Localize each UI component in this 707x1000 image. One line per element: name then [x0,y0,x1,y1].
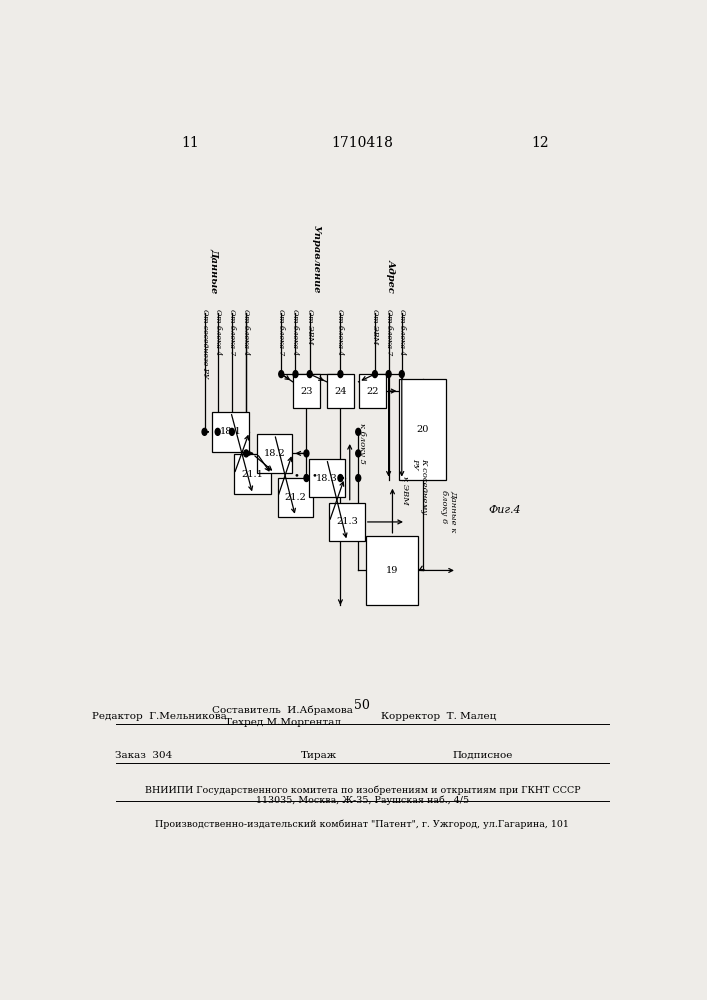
Text: Данные: Данные [210,248,219,293]
Text: 23: 23 [300,387,312,396]
Text: К соседнему
РУ: К соседнему РУ [411,458,428,514]
Text: 24: 24 [334,387,346,396]
Bar [293,374,320,408]
Bar [329,503,365,541]
Bar [309,459,344,497]
Circle shape [399,371,404,378]
Circle shape [338,475,343,482]
Text: Адрес: Адрес [387,259,396,293]
Text: 21.3: 21.3 [336,517,358,526]
Circle shape [244,450,249,457]
Text: 113035, Москва, Ж-35, Раушская наб., 4/5: 113035, Москва, Ж-35, Раушская наб., 4/5 [256,795,469,805]
Text: 22: 22 [366,387,378,396]
Circle shape [386,371,391,378]
Text: • • •: • • • [293,472,317,481]
Text: От блока 7: От блока 7 [385,309,392,355]
Text: Подписное: Подписное [452,751,513,760]
Bar [358,374,386,408]
Circle shape [304,475,309,482]
Circle shape [373,371,378,378]
Circle shape [304,450,309,457]
Circle shape [356,475,361,482]
Text: Тираж: Тираж [300,751,337,760]
Circle shape [215,428,220,435]
Circle shape [279,371,284,378]
Bar [399,379,446,480]
Text: Управление: Управление [311,225,320,293]
Text: 11: 11 [181,136,199,150]
Circle shape [356,450,361,457]
Bar [257,434,293,473]
Text: От блока 4: От блока 4 [337,309,344,355]
Text: 1710418: 1710418 [332,136,393,150]
Circle shape [293,371,298,378]
Text: Редактор  Г.Мельникова: Редактор Г.Мельникова [92,712,227,721]
Text: От ЭВМ: От ЭВМ [371,309,379,344]
Text: 50: 50 [354,699,370,712]
Text: 21.2: 21.2 [284,493,306,502]
Bar [278,478,313,517]
Text: к ЭВМ: к ЭВМ [401,476,409,505]
Text: 18.1: 18.1 [220,427,242,436]
Bar [234,454,271,494]
Bar [366,536,419,605]
Text: Производственно-издательский комбинат "Патент", г. Ужгород, ул.Гагарина, 101: Производственно-издательский комбинат "П… [156,820,569,829]
Text: От блока 7: От блока 7 [228,309,236,355]
Text: От блока 4: От блока 4 [243,309,250,355]
Text: Фиг.4: Фиг.4 [489,505,521,515]
Circle shape [202,428,207,435]
Text: 19: 19 [386,566,399,575]
Text: От соседнего РУ: От соседнего РУ [201,309,209,378]
Circle shape [338,371,343,378]
Text: От блока 4: От блока 4 [291,309,300,355]
Text: 18.2: 18.2 [264,449,286,458]
Text: 20: 20 [416,425,429,434]
Text: От блока 4: От блока 4 [214,309,222,355]
Text: Техред М.Моргентал: Техред М.Моргентал [225,718,341,727]
Text: От блока 7: От блока 7 [277,309,285,355]
Circle shape [230,428,235,435]
Bar [212,412,250,452]
Text: Составитель  И.Абрамова: Составитель И.Абрамова [212,706,354,715]
Text: Заказ  304: Заказ 304 [115,751,172,760]
Circle shape [356,428,361,435]
Text: Корректор  Т. Малец: Корректор Т. Малец [381,712,497,721]
Text: к блоку 5: к блоку 5 [358,423,366,464]
Text: Данные к
блоку 6: Данные к блоку 6 [440,490,457,532]
Circle shape [308,371,312,378]
Text: 18.3: 18.3 [316,474,338,483]
Text: ВНИИПИ Государственного комитета по изобретениям и открытиям при ГКНТ СССР: ВНИИПИ Государственного комитета по изоб… [144,785,580,795]
Text: От блока 4: От блока 4 [398,309,406,355]
Text: 12: 12 [532,136,549,150]
Bar [327,374,354,408]
Text: 21.1: 21.1 [242,470,264,479]
Text: От ЭВМ: От ЭВМ [305,309,314,344]
